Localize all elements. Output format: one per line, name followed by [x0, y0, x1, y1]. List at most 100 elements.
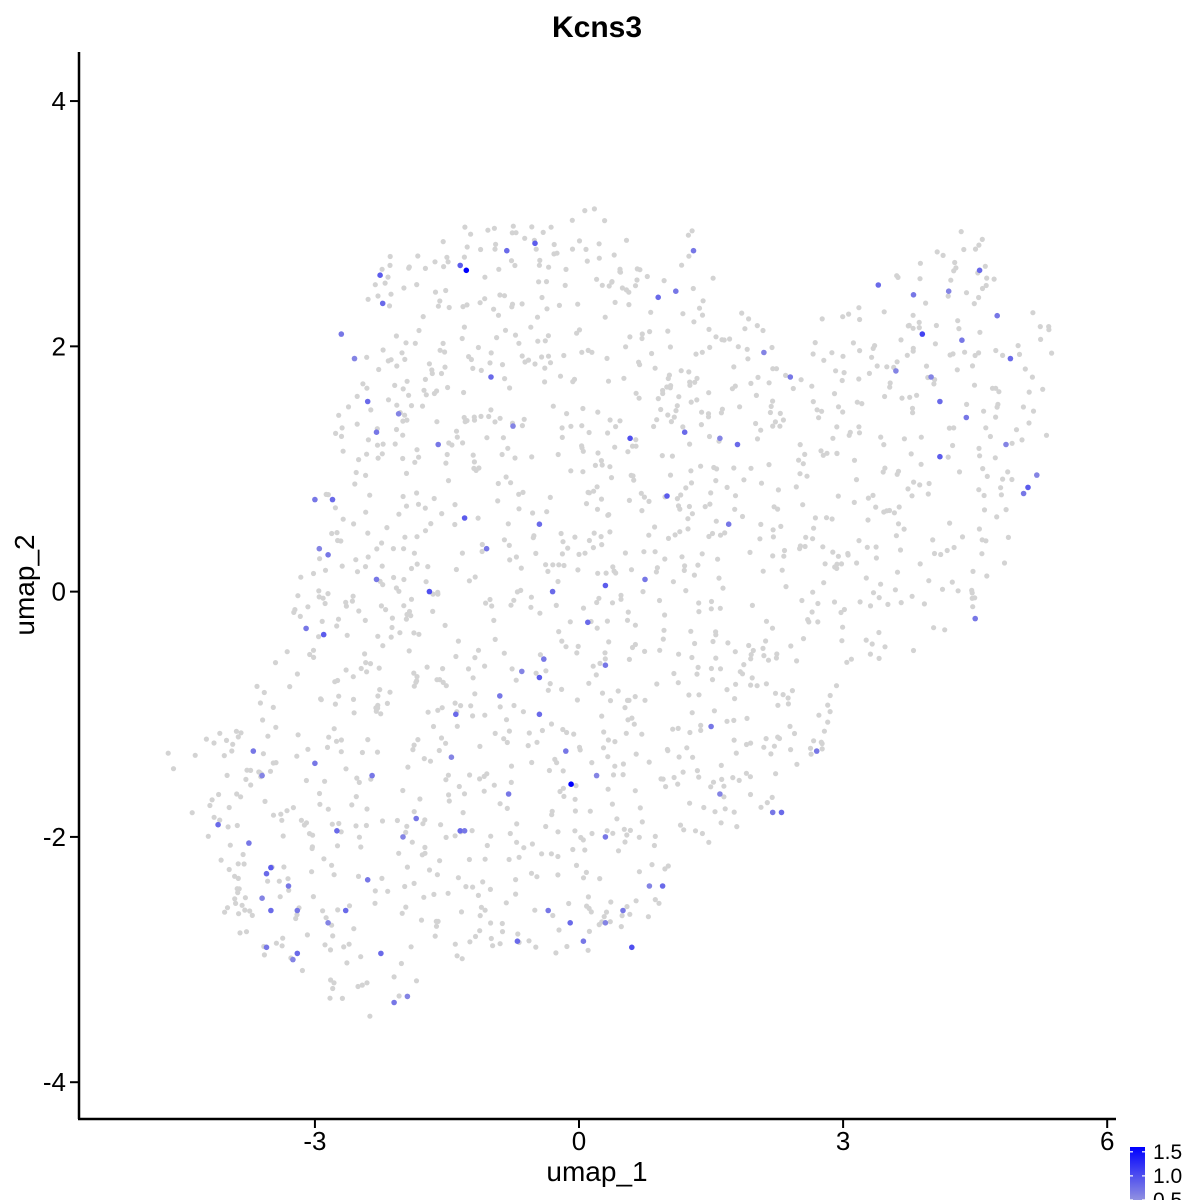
background-point [338, 829, 344, 835]
background-point [402, 883, 408, 890]
background-point [229, 748, 235, 754]
background-point [688, 468, 694, 474]
expressing-point [568, 781, 574, 787]
background-point [612, 299, 618, 305]
background-point [891, 510, 898, 516]
expressing-point [959, 337, 965, 344]
background-point [520, 489, 526, 495]
background-point [504, 805, 510, 812]
background-point [504, 739, 510, 746]
background-point [510, 223, 516, 229]
background-point [882, 465, 888, 471]
background-point [310, 894, 316, 900]
background-point [770, 423, 776, 429]
background-point [979, 236, 985, 242]
background-point [848, 656, 855, 662]
background-point [317, 801, 323, 807]
background-point [710, 275, 716, 281]
background-point [605, 378, 612, 384]
background-point [624, 617, 631, 623]
background-point [698, 727, 704, 734]
background-point [633, 751, 639, 757]
background-point [587, 808, 593, 814]
background-point [322, 778, 328, 784]
expressing-point [778, 809, 785, 816]
background-point [385, 397, 392, 403]
background-point [632, 694, 638, 700]
background-point [343, 599, 349, 606]
background-point [551, 241, 557, 248]
background-point [529, 224, 535, 230]
background-point [514, 839, 520, 845]
background-point [949, 579, 955, 585]
background-point [721, 794, 727, 800]
background-point [583, 501, 590, 507]
background-point [597, 876, 603, 882]
background-point [696, 305, 703, 311]
expressing-point [602, 920, 609, 926]
background-point [909, 405, 916, 411]
background-point [831, 599, 838, 605]
background-point [606, 639, 612, 645]
background-point [503, 717, 510, 723]
background-point [856, 424, 862, 430]
background-point [355, 983, 361, 990]
background-point [963, 290, 970, 296]
background-point [599, 282, 605, 288]
background-point [466, 354, 472, 360]
background-point [518, 565, 524, 571]
background-point [580, 469, 586, 475]
background-point [690, 754, 696, 760]
background-point [590, 545, 597, 551]
background-point [279, 943, 285, 949]
background-point [293, 915, 299, 922]
background-point [722, 806, 728, 812]
background-point [401, 285, 407, 291]
background-point [429, 367, 435, 373]
background-point [663, 784, 669, 790]
background-point [712, 809, 718, 815]
background-point [835, 553, 842, 559]
background-point [701, 804, 707, 811]
background-point [327, 995, 333, 1001]
background-point [971, 382, 978, 388]
background-point [859, 401, 865, 407]
background-point [599, 713, 605, 719]
background-point [508, 602, 514, 608]
expressing-point [377, 272, 383, 279]
background-point [364, 806, 370, 812]
background-point [434, 677, 440, 683]
background-point [931, 381, 937, 387]
background-point [652, 524, 658, 530]
background-point [708, 665, 715, 672]
background-point [438, 370, 445, 377]
background-point [706, 433, 713, 440]
background-point [771, 743, 778, 749]
background-point [970, 568, 976, 575]
background-point [542, 338, 548, 344]
background-point [583, 246, 589, 252]
background-point [998, 492, 1005, 498]
background-point [681, 827, 687, 833]
background-point [946, 425, 953, 431]
background-point [958, 229, 964, 235]
background-point [925, 491, 931, 497]
background-point [662, 866, 668, 872]
background-point [489, 603, 495, 609]
background-point [841, 370, 847, 376]
background-point [820, 544, 826, 550]
background-point [340, 448, 346, 454]
background-point [718, 820, 724, 826]
background-point [484, 771, 490, 777]
background-point [696, 600, 702, 606]
background-point [512, 455, 518, 461]
background-point [622, 550, 629, 556]
background-point [497, 704, 503, 710]
background-point [459, 550, 465, 556]
background-point [484, 435, 490, 441]
background-point [307, 651, 313, 658]
background-point [411, 742, 417, 748]
background-point [819, 746, 825, 752]
background-point [731, 809, 737, 815]
background-point [503, 900, 509, 906]
